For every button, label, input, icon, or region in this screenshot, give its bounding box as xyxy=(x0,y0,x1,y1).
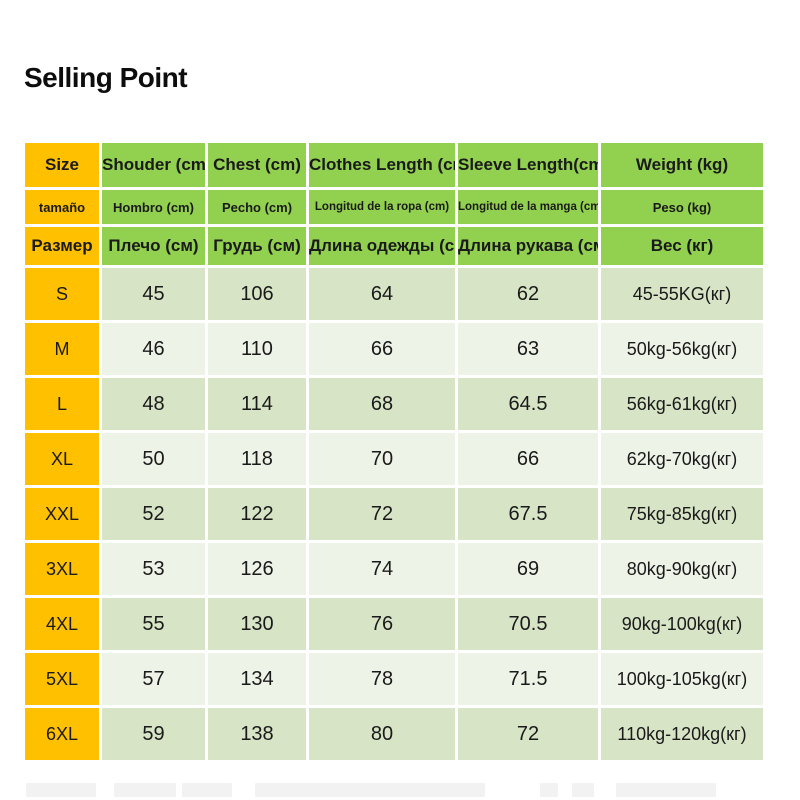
clothes-length-cell: 80 xyxy=(306,705,458,763)
sleeve-length-cell: 67.5 xyxy=(455,485,601,543)
size-cell: S xyxy=(22,265,102,323)
chest-cell: 110 xyxy=(205,320,309,378)
clothes-length-cell: 78 xyxy=(306,650,458,708)
shoulder-cell: 46 xyxy=(99,320,208,378)
chest-cell: 118 xyxy=(205,430,309,488)
header-chest-en: Chest (cm) xyxy=(205,140,309,190)
page-title: Selling Point xyxy=(24,62,188,93)
sleeve-length-cell: 72 xyxy=(455,705,601,763)
shoulder-cell: 55 xyxy=(99,595,208,653)
header-row-russian: Размер Плечо (см) Грудь (см) Длина одежд… xyxy=(22,224,766,268)
weight-cell: 56kg-61kg(кг) xyxy=(598,375,766,433)
clothes-length-cell: 64 xyxy=(306,265,458,323)
shoulder-cell: 53 xyxy=(99,540,208,598)
size-cell: L xyxy=(22,375,102,433)
chest-cell: 138 xyxy=(205,705,309,763)
header-weight-en: Weight (kg) xyxy=(598,140,766,190)
size-cell: 4XL xyxy=(22,595,102,653)
header-clothes-length-en: Clothes Length (cm) xyxy=(306,140,458,190)
preview-block xyxy=(26,783,96,797)
header-row-spanish: tamaño Hombro (cm) Pecho (cm) Longitud d… xyxy=(22,187,766,227)
sleeve-length-cell: 66 xyxy=(455,430,601,488)
shoulder-cell: 59 xyxy=(99,705,208,763)
header-clothes-length-es: Longitud de la ropa (cm) xyxy=(306,187,458,227)
weight-cell: 90kg-100kg(кг) xyxy=(598,595,766,653)
header-sleeve-length-es: Longitud de la manga (cm) xyxy=(455,187,601,227)
table-row-xl: XL 50 118 70 66 62kg-70kg(кг) xyxy=(22,430,766,488)
sleeve-length-cell: 63 xyxy=(455,320,601,378)
shoulder-cell: 48 xyxy=(99,375,208,433)
table-header: Size Shouder (cm) Chest (cm) Clothes Len… xyxy=(22,140,766,268)
header-row-english: Size Shouder (cm) Chest (cm) Clothes Len… xyxy=(22,140,766,190)
preview-block xyxy=(182,783,232,797)
sleeve-length-cell: 64.5 xyxy=(455,375,601,433)
header-weight-es: Peso (kg) xyxy=(598,187,766,227)
header-sleeve-length-ru: Длина рукава (см) xyxy=(455,224,601,268)
size-chart-table: Size Shouder (cm) Chest (cm) Clothes Len… xyxy=(22,140,766,763)
header-size-ru: Размер xyxy=(22,224,102,268)
weight-cell: 80kg-90kg(кг) xyxy=(598,540,766,598)
chest-cell: 114 xyxy=(205,375,309,433)
sleeve-length-cell: 69 xyxy=(455,540,601,598)
table-row-m: M 46 110 66 63 50kg-56kg(кг) xyxy=(22,320,766,378)
table-row-3xl: 3XL 53 126 74 69 80kg-90kg(кг) xyxy=(22,540,766,598)
size-cell: 3XL xyxy=(22,540,102,598)
header-shoulder-ru: Плечо (см) xyxy=(99,224,208,268)
clothes-length-cell: 74 xyxy=(306,540,458,598)
size-cell: 6XL xyxy=(22,705,102,763)
sleeve-length-cell: 62 xyxy=(455,265,601,323)
weight-cell: 45-55KG(кг) xyxy=(598,265,766,323)
header-size-en: Size xyxy=(22,140,102,190)
weight-cell: 100kg-105kg(кг) xyxy=(598,650,766,708)
table-row-xxl: XXL 52 122 72 67.5 75kg-85kg(кг) xyxy=(22,485,766,543)
sleeve-length-cell: 71.5 xyxy=(455,650,601,708)
clothes-length-cell: 70 xyxy=(306,430,458,488)
clothes-length-cell: 68 xyxy=(306,375,458,433)
header-sleeve-length-en: Sleeve Length(cm) xyxy=(455,140,601,190)
weight-cell: 110kg-120kg(кг) xyxy=(598,705,766,763)
weight-cell: 62kg-70kg(кг) xyxy=(598,430,766,488)
shoulder-cell: 52 xyxy=(99,485,208,543)
header-shoulder-en: Shouder (cm) xyxy=(99,140,208,190)
size-cell: M xyxy=(22,320,102,378)
preview-block xyxy=(540,783,558,797)
table-row-l: L 48 114 68 64.5 56kg-61kg(кг) xyxy=(22,375,766,433)
preview-block xyxy=(255,783,485,797)
chest-cell: 106 xyxy=(205,265,309,323)
header-shoulder-es: Hombro (cm) xyxy=(99,187,208,227)
sleeve-length-cell: 70.5 xyxy=(455,595,601,653)
table-row-5xl: 5XL 57 134 78 71.5 100kg-105kg(кг) xyxy=(22,650,766,708)
weight-cell: 75kg-85kg(кг) xyxy=(598,485,766,543)
chest-cell: 130 xyxy=(205,595,309,653)
chest-cell: 122 xyxy=(205,485,309,543)
clothes-length-cell: 66 xyxy=(306,320,458,378)
table-row-4xl: 4XL 55 130 76 70.5 90kg-100kg(кг) xyxy=(22,595,766,653)
table-row-s: S 45 106 64 62 45-55KG(кг) xyxy=(22,265,766,323)
clothes-length-cell: 72 xyxy=(306,485,458,543)
shoulder-cell: 57 xyxy=(99,650,208,708)
header-chest-ru: Грудь (см) xyxy=(205,224,309,268)
header-clothes-length-ru: Длина одежды (см) xyxy=(306,224,458,268)
header-chest-es: Pecho (cm) xyxy=(205,187,309,227)
next-image-preview-strip xyxy=(0,783,800,798)
clothes-length-cell: 76 xyxy=(306,595,458,653)
table-row-6xl: 6XL 59 138 80 72 110kg-120kg(кг) xyxy=(22,705,766,763)
shoulder-cell: 45 xyxy=(99,265,208,323)
table-body: S 45 106 64 62 45-55KG(кг) M 46 110 66 6… xyxy=(22,265,766,763)
shoulder-cell: 50 xyxy=(99,430,208,488)
preview-block xyxy=(572,783,594,797)
size-cell: XL xyxy=(22,430,102,488)
preview-block xyxy=(114,783,176,797)
size-cell: XXL xyxy=(22,485,102,543)
size-cell: 5XL xyxy=(22,650,102,708)
header-weight-ru: Вес (кг) xyxy=(598,224,766,268)
chest-cell: 126 xyxy=(205,540,309,598)
chest-cell: 134 xyxy=(205,650,309,708)
preview-block xyxy=(616,783,716,797)
header-size-es: tamaño xyxy=(22,187,102,227)
weight-cell: 50kg-56kg(кг) xyxy=(598,320,766,378)
